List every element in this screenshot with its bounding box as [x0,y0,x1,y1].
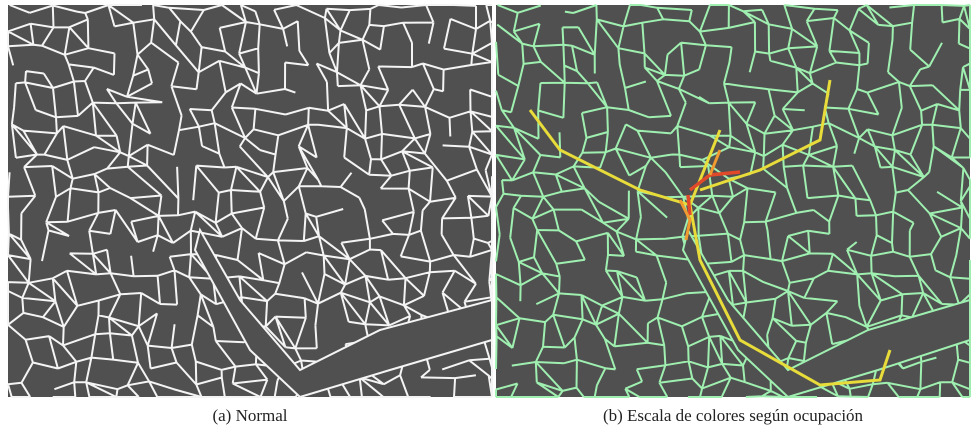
figure: (a) Normal (b) Escala de colores según o… [0,0,974,433]
caption-a: (a) Normal [10,406,490,426]
caption-b: (b) Escala de colores según ocupación [493,406,973,426]
network-figure [0,0,974,400]
